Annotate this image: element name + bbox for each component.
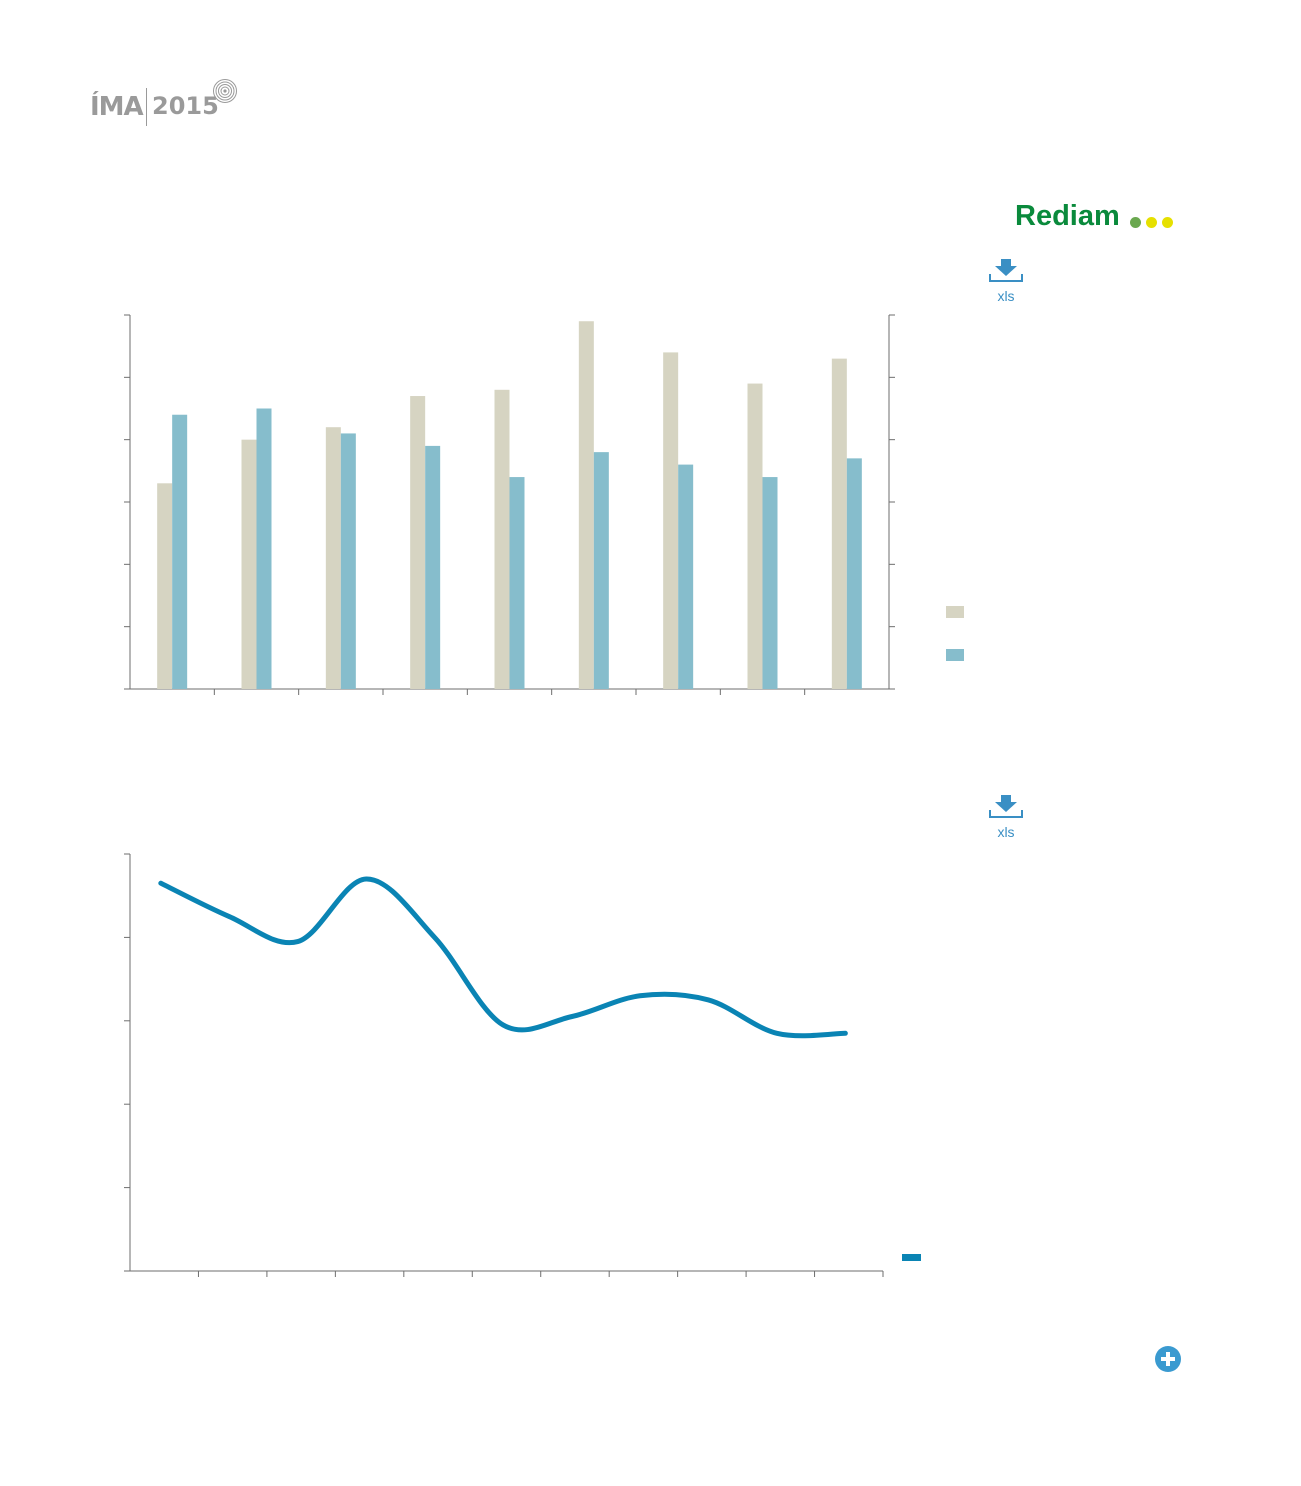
download-icon	[989, 795, 1023, 818]
expand-more-button[interactable]	[1155, 1346, 1181, 1372]
bar-series-2	[256, 408, 272, 689]
bar-chart	[124, 314, 895, 695]
rediam-logo-text: Rediam	[1015, 200, 1120, 232]
bar-series-1	[157, 483, 173, 689]
bar-series-1	[831, 358, 847, 689]
legend-swatch-series-2	[946, 649, 964, 661]
brand-dot	[1146, 217, 1157, 228]
bar-series-2	[678, 464, 694, 689]
bar-series-2	[846, 458, 862, 689]
plus-icon	[1166, 1352, 1170, 1366]
line-chart	[124, 853, 884, 1277]
line-chart-legend-swatch	[902, 1254, 921, 1261]
brand-dot	[1162, 217, 1173, 228]
bar-series-1	[578, 321, 594, 689]
download-xls-label: xls	[997, 824, 1015, 840]
bar-series-2	[425, 445, 441, 689]
brand-dot	[1130, 217, 1141, 228]
logo-divider	[146, 88, 147, 126]
legend-swatch-series-1	[946, 606, 964, 618]
bar-series-2	[509, 477, 525, 689]
download-icon	[989, 259, 1023, 282]
bar-series-2	[172, 414, 188, 689]
download-xls-label: xls	[997, 288, 1015, 304]
bar-series-1	[494, 389, 510, 689]
bar-series-2	[340, 433, 356, 689]
rings-icon	[213, 79, 237, 103]
download-xls-button[interactable]: xls	[981, 794, 1031, 842]
rediam-logo: Rediam	[1015, 200, 1185, 236]
bar-series-1	[747, 383, 763, 689]
bar-series-2	[593, 452, 609, 689]
bar-series-1	[663, 352, 679, 689]
bar-series-2	[762, 477, 778, 689]
ima-logo-text: ÍMA	[90, 92, 144, 122]
line-series-1	[158, 876, 848, 1039]
ima-logo-year: 2015	[152, 92, 219, 120]
download-xls-button[interactable]: xls	[981, 258, 1031, 306]
bar-series-1	[325, 427, 341, 689]
bar-series-1	[241, 439, 257, 689]
ima-logo: ÍMA 2015	[90, 79, 250, 130]
bar-series-1	[410, 396, 426, 689]
